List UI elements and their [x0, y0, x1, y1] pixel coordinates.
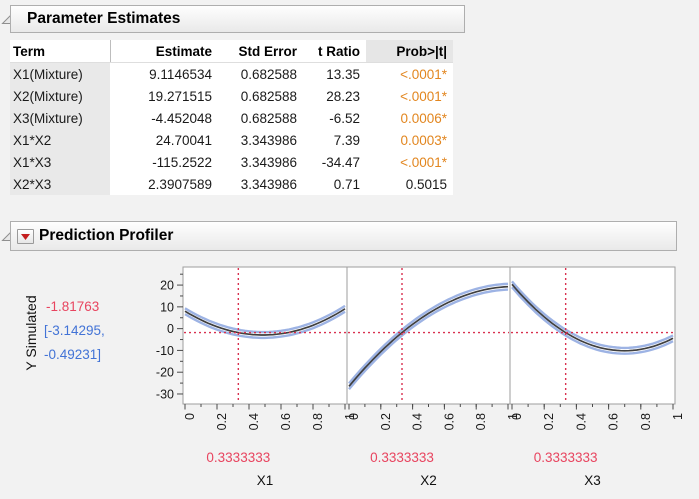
- y-tick-label: -30: [156, 387, 174, 401]
- x-tick-label: 0.2: [542, 413, 556, 430]
- x-tick-label: 0.4: [247, 413, 261, 430]
- cell-std_error: 3.343986: [218, 173, 303, 195]
- x-tick-label: 0.8: [639, 413, 653, 430]
- cell-std_error: 3.343986: [218, 129, 303, 151]
- x-tick-label: 1: [506, 413, 520, 420]
- table-row: X3(Mixture) -4.452048 0.682588 -6.52 0.0006*: [10, 107, 453, 129]
- column-header[interactable]: Std Error: [218, 40, 303, 63]
- y-tick-label: 10: [160, 300, 174, 314]
- x-tick-label: 0.8: [311, 413, 325, 430]
- cell-std_error: 3.343986: [218, 151, 303, 173]
- factor-name-label: X1: [257, 473, 274, 488]
- confidence-band-upper: [511, 280, 674, 350]
- factor-setting-value[interactable]: 0.3333333: [370, 450, 434, 465]
- parameter-estimates-table: Term Estimate Std Error t Ratio Prob>|t| X1(…: [10, 40, 453, 195]
- factor-name-label: X2: [420, 473, 437, 488]
- profiler-current-value[interactable]: -1.81763: [46, 299, 100, 314]
- cell-estimate: 19.271515: [110, 85, 218, 107]
- x-tick-label: 0.8: [474, 413, 488, 430]
- y-tick-label: 0: [167, 322, 174, 336]
- cell-term: X3(Mixture): [10, 107, 110, 129]
- x-tick-label: 0: [510, 413, 524, 420]
- factor-setting-value[interactable]: 0.3333333: [206, 450, 270, 465]
- factor-name-label: X3: [584, 473, 601, 488]
- cell-prob: 0.0003*: [366, 129, 453, 151]
- table-row: X2(Mixture) 19.271515 0.682588 28.23 <.0001*: [10, 85, 453, 107]
- x-tick-label: 0.6: [607, 413, 621, 430]
- cell-std_error: 0.682588: [218, 85, 303, 107]
- profiler-ci-high: -0.49231]: [44, 347, 102, 362]
- cell-estimate: 2.3907589: [110, 173, 218, 195]
- cell-term: X2*X3: [10, 173, 110, 195]
- x-tick-label: 0.6: [442, 413, 456, 430]
- cell-term: X1*X3: [10, 151, 110, 173]
- cell-t_ratio: 0.71: [303, 173, 366, 195]
- cell-prob: 0.5015: [366, 173, 453, 195]
- x-tick-label: 0.4: [411, 413, 425, 430]
- table-row: X1*X3 -115.2522 3.343986 -34.47 <.0001*: [10, 151, 453, 173]
- y-tick-label: -20: [156, 366, 174, 380]
- parameter-estimates-header-bar[interactable]: Parameter Estimates: [10, 5, 465, 33]
- column-header[interactable]: Prob>|t|: [366, 40, 453, 63]
- column-header[interactable]: Estimate: [110, 40, 218, 63]
- column-header[interactable]: Term: [10, 40, 111, 63]
- cell-t_ratio: 7.39: [303, 129, 366, 151]
- cell-term: X1(Mixture): [10, 62, 110, 85]
- parameter-estimates-title: Parameter Estimates: [27, 10, 181, 27]
- red-triangle-icon: [21, 233, 30, 240]
- cell-estimate: -115.2522: [110, 151, 218, 173]
- table-header-row: Term Estimate Std Error t Ratio Prob>|t|: [10, 40, 453, 63]
- cell-prob: <.0001*: [366, 151, 453, 173]
- cell-t_ratio: 28.23: [303, 85, 366, 107]
- cell-term: X1*X2: [10, 129, 110, 151]
- cell-std_error: 0.682588: [218, 62, 303, 85]
- prediction-trace-x1: [184, 308, 346, 336]
- profiler-panel-frame: [509, 266, 676, 405]
- cell-prob: 0.0006*: [366, 107, 453, 129]
- confidence-band-lower: [348, 288, 509, 390]
- confidence-band-upper: [348, 282, 509, 385]
- x-tick-label: 1: [671, 413, 685, 420]
- factor-setting-value[interactable]: 0.3333333: [534, 450, 598, 465]
- confidence-band-lower: [184, 310, 346, 340]
- prediction-trace-x2: [348, 285, 509, 387]
- profiler-y-axis-label: Y Simulated: [23, 295, 39, 370]
- cell-estimate: -4.452048: [110, 107, 218, 129]
- x-tick-label: 0: [183, 413, 197, 420]
- column-header[interactable]: t Ratio: [303, 40, 366, 63]
- cell-t_ratio: 13.35: [303, 62, 366, 85]
- x-tick-label: 0.2: [215, 413, 229, 430]
- cell-std_error: 0.682588: [218, 107, 303, 129]
- cell-t_ratio: -6.52: [303, 107, 366, 129]
- y-tick-label: -10: [156, 344, 174, 358]
- cell-estimate: 9.1146534: [110, 62, 218, 85]
- prediction-profiler-title: Prediction Profiler: [39, 227, 174, 244]
- x-tick-label: 1: [343, 413, 357, 420]
- cell-prob: <.0001*: [366, 85, 453, 107]
- table-row: X1(Mixture) 9.1146534 0.682588 13.35 <.0001*: [10, 62, 453, 85]
- confidence-band-lower: [511, 286, 674, 355]
- cell-t_ratio: -34.47: [303, 151, 366, 173]
- cell-term: X2(Mixture): [10, 85, 110, 107]
- profiler-ci-low: [-3.14295,: [44, 323, 105, 338]
- x-tick-label: 0.6: [279, 413, 293, 430]
- cell-prob: <.0001*: [366, 62, 453, 85]
- table-row: X2*X3 2.3907589 3.343986 0.71 0.5015: [10, 173, 453, 195]
- table-row: X1*X2 24.70041 3.343986 7.39 0.0003*: [10, 129, 453, 151]
- prediction-trace-x3: [511, 283, 674, 352]
- red-triangle-menu-button[interactable]: [17, 228, 34, 244]
- cell-estimate: 24.70041: [110, 129, 218, 151]
- x-tick-label: 0: [347, 413, 361, 420]
- y-tick-label: 20: [160, 279, 174, 293]
- x-tick-label: 0.4: [574, 413, 588, 430]
- prediction-profiler-header-bar[interactable]: Prediction Profiler: [10, 221, 677, 251]
- x-tick-label: 0.2: [379, 413, 393, 430]
